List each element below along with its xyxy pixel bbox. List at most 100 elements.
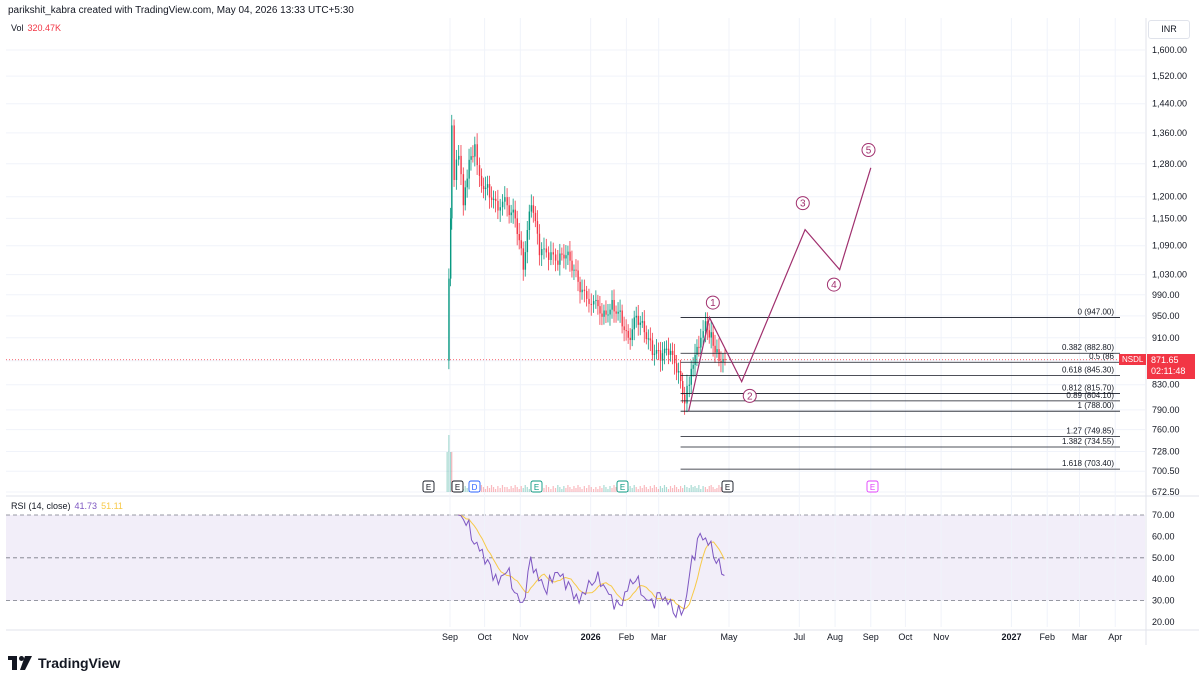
candle-body — [536, 221, 539, 234]
candle-body — [617, 311, 619, 314]
candle-body — [613, 299, 615, 312]
volume-bar — [605, 487, 607, 492]
candle-body — [599, 306, 601, 314]
event-marker-icon — [422, 480, 435, 493]
candle-body — [714, 345, 716, 353]
candle-body — [641, 321, 644, 323]
elliott-wave-marker — [826, 277, 841, 292]
event-marker-icon — [451, 480, 464, 493]
candle-body — [514, 209, 516, 219]
volume-bar — [499, 488, 501, 492]
candle-body — [501, 201, 504, 208]
last-price: 871.65 — [1151, 355, 1179, 365]
volume-bar — [643, 485, 645, 492]
candle-body — [579, 281, 581, 293]
candle-body — [506, 197, 508, 206]
candle-body — [633, 317, 635, 330]
candle-body — [631, 329, 633, 341]
candle-body — [661, 353, 664, 361]
candle-body — [588, 298, 590, 304]
volume-bar — [702, 486, 704, 492]
time-tick-label: Mar — [651, 632, 667, 642]
candle-body — [595, 299, 597, 302]
volume-bar — [657, 489, 660, 492]
volume-bar — [494, 489, 497, 492]
currency-button[interactable]: INR — [1148, 20, 1190, 39]
candle-body — [559, 253, 561, 265]
candle-body — [571, 260, 573, 271]
candle-body — [482, 185, 485, 190]
candle-body — [675, 363, 678, 373]
volume-bar — [601, 488, 603, 492]
candle-body — [451, 125, 453, 219]
volume-bar — [682, 488, 684, 492]
volume-bar — [528, 489, 530, 492]
event-marker-icon — [616, 480, 629, 493]
candle-body — [609, 309, 611, 315]
event-marker-icon — [866, 480, 879, 493]
candle-body — [526, 229, 529, 253]
candle-body — [575, 269, 577, 271]
volume-bar — [497, 486, 499, 492]
candle-body — [490, 197, 493, 200]
volume-bar — [490, 485, 493, 492]
candle-body — [601, 313, 603, 317]
candle-body — [541, 249, 543, 256]
volume-bar — [708, 486, 710, 492]
volume-bar — [692, 487, 694, 492]
candle-body — [486, 184, 489, 188]
volume-bar — [592, 489, 595, 492]
candle-body — [680, 371, 682, 382]
volume-bar — [501, 485, 504, 492]
volume-bar — [554, 488, 557, 492]
candle-body — [563, 254, 565, 259]
tradingview-logo-icon — [8, 656, 32, 670]
candle-body — [453, 125, 455, 180]
candle-body — [700, 337, 702, 348]
candle-body — [625, 330, 627, 332]
time-tick-label: Nov — [512, 632, 529, 642]
candle-body — [696, 346, 698, 355]
volume-bar — [671, 488, 674, 492]
volume-bar — [567, 485, 569, 492]
elliott-wave-path — [688, 167, 872, 412]
volume-bar — [586, 488, 588, 492]
volume-bar — [543, 488, 545, 492]
elliott-wave-label: 5 — [866, 146, 872, 157]
candle-body — [488, 184, 491, 198]
volume-bar — [486, 486, 489, 492]
volume-bar — [552, 486, 554, 492]
time-tick-label: Sep — [442, 632, 458, 642]
price-tick-label: 1,280.00 — [1152, 159, 1187, 169]
volume-bar — [484, 489, 487, 492]
volume-bar — [714, 489, 716, 492]
volume-bar — [466, 488, 468, 492]
fib-level-label: 0.382 (882.80) — [1062, 343, 1114, 352]
candle-body — [532, 205, 535, 213]
candle-body — [597, 299, 599, 307]
candle-body — [724, 359, 726, 361]
volume-bar — [557, 485, 559, 492]
candle-body — [478, 165, 481, 176]
rsi-tick-label: 20.00 — [1152, 617, 1175, 627]
volume-legend: Vol 320.47K — [11, 23, 61, 33]
volume-bar — [547, 487, 550, 492]
volume-bar — [669, 486, 672, 492]
candle-body — [663, 348, 666, 354]
volume-bar — [595, 487, 597, 492]
price-tick-label: 910.00 — [1152, 333, 1180, 343]
candle-body — [682, 381, 684, 395]
volume-bar — [504, 487, 506, 492]
volume-bar — [611, 488, 613, 492]
candle-body — [534, 212, 537, 222]
price-tick-label: 1,360.00 — [1152, 128, 1187, 138]
candle-body — [545, 248, 548, 253]
candle-body — [686, 385, 688, 404]
candle-body — [476, 144, 478, 166]
volume-bar — [514, 485, 516, 492]
volume-bar — [571, 489, 573, 492]
candle-body — [583, 289, 586, 292]
candle-body — [637, 315, 640, 325]
footer-logo[interactable]: TradingView — [8, 655, 120, 671]
